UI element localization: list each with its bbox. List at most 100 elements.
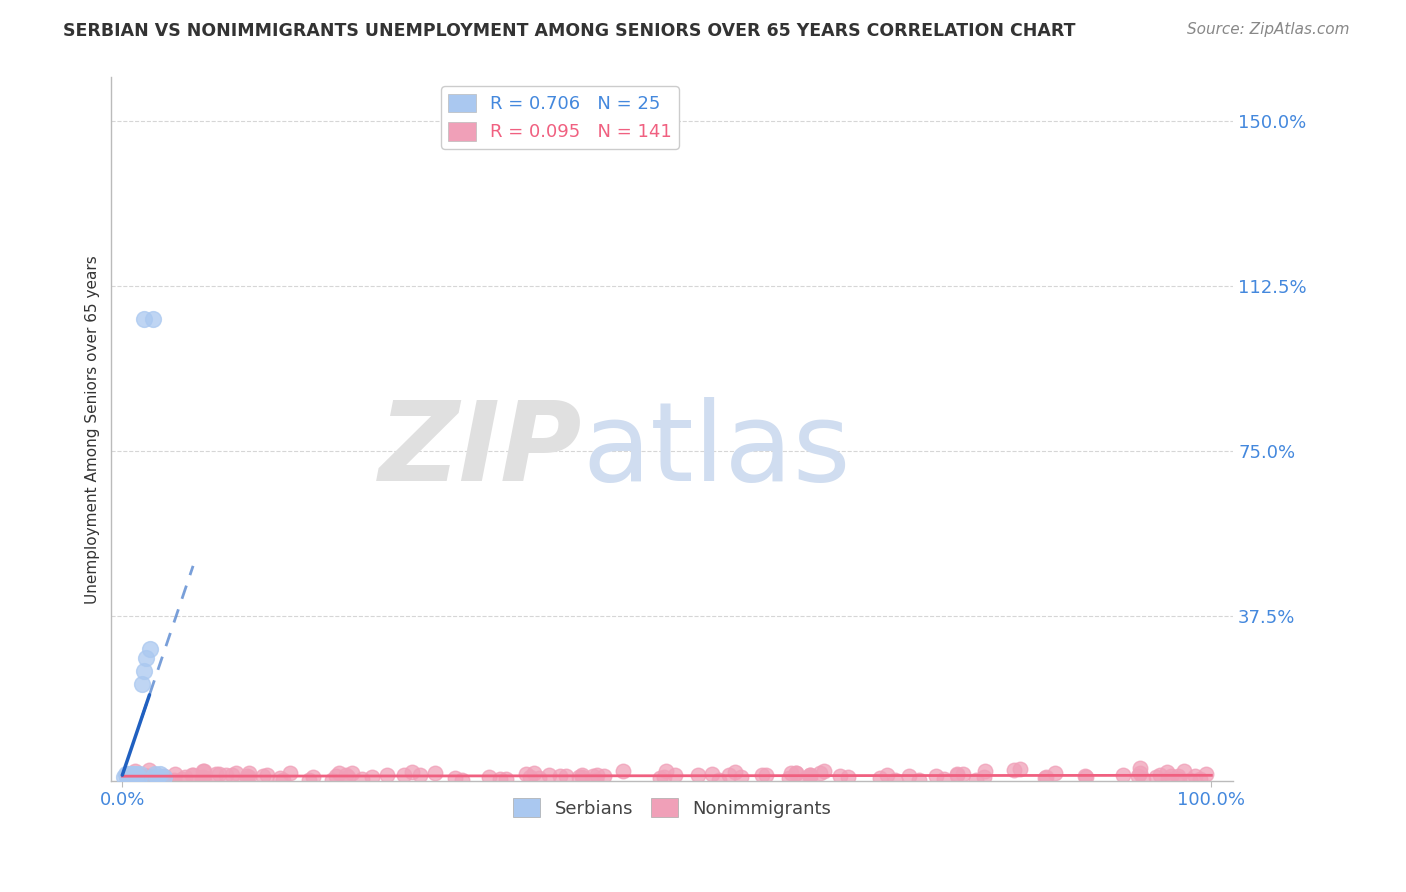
Point — [751, 767, 773, 781]
Point — [1073, 769, 1095, 783]
Point — [142, 772, 165, 787]
Point — [205, 767, 228, 781]
Point — [155, 772, 177, 786]
Point — [655, 764, 678, 779]
Point — [142, 770, 165, 784]
Y-axis label: Unemployment Among Seniors over 65 years: Unemployment Among Seniors over 65 years — [86, 255, 100, 604]
Point — [488, 772, 510, 787]
Point — [495, 772, 517, 786]
Point — [128, 767, 150, 781]
Point — [118, 770, 141, 784]
Point — [1160, 769, 1182, 783]
Point — [664, 768, 686, 782]
Point — [799, 770, 821, 784]
Point — [450, 772, 472, 787]
Point — [1173, 764, 1195, 778]
Point — [193, 764, 215, 779]
Point — [778, 771, 800, 785]
Point — [799, 767, 821, 781]
Point — [837, 770, 859, 784]
Point — [183, 768, 205, 782]
Point — [571, 770, 593, 784]
Point — [170, 772, 193, 786]
Point — [974, 764, 997, 779]
Point — [1167, 768, 1189, 782]
Point — [208, 766, 231, 780]
Point — [952, 767, 974, 781]
Point — [686, 768, 709, 782]
Point — [945, 767, 967, 781]
Point — [139, 771, 162, 785]
Point — [149, 767, 172, 781]
Point — [1156, 772, 1178, 786]
Point — [1146, 771, 1168, 785]
Point — [132, 312, 155, 326]
Point — [173, 771, 195, 785]
Point — [271, 772, 294, 787]
Point — [136, 769, 159, 783]
Point — [717, 768, 740, 782]
Point — [897, 769, 920, 783]
Point — [120, 770, 142, 784]
Point — [444, 771, 467, 785]
Point — [785, 766, 807, 780]
Point — [152, 770, 174, 784]
Point — [755, 768, 778, 782]
Point — [124, 764, 146, 778]
Point — [215, 768, 238, 782]
Point — [139, 772, 162, 787]
Point — [548, 769, 571, 783]
Point — [135, 651, 157, 665]
Text: atlas: atlas — [582, 397, 851, 504]
Point — [1074, 770, 1097, 784]
Point — [191, 770, 214, 784]
Point — [568, 770, 591, 784]
Point — [808, 765, 831, 780]
Point — [796, 771, 818, 785]
Point — [908, 772, 931, 787]
Point — [191, 764, 214, 778]
Point — [1129, 761, 1152, 775]
Point — [869, 771, 891, 785]
Point — [1195, 767, 1218, 781]
Point — [1149, 768, 1171, 782]
Point — [298, 772, 321, 787]
Point — [256, 767, 278, 781]
Point — [1008, 762, 1031, 776]
Point — [132, 664, 155, 678]
Point — [652, 770, 675, 784]
Point — [876, 768, 898, 782]
Point — [478, 770, 501, 784]
Point — [337, 770, 360, 784]
Point — [523, 765, 546, 780]
Point — [1035, 770, 1057, 784]
Point — [120, 770, 142, 784]
Point — [350, 772, 373, 787]
Point — [143, 767, 166, 781]
Point — [340, 765, 363, 780]
Point — [409, 767, 432, 781]
Point — [1002, 763, 1025, 777]
Point — [269, 772, 291, 786]
Point — [238, 766, 260, 780]
Point — [1178, 772, 1201, 787]
Point — [1112, 768, 1135, 782]
Point — [360, 770, 382, 784]
Point — [1033, 771, 1056, 785]
Point — [1167, 772, 1189, 786]
Point — [181, 767, 204, 781]
Point — [153, 768, 176, 782]
Point — [252, 769, 274, 783]
Point — [813, 764, 835, 778]
Point — [965, 772, 987, 787]
Point — [555, 769, 578, 783]
Point — [236, 769, 259, 783]
Point — [1189, 772, 1212, 786]
Point — [138, 642, 160, 657]
Point — [375, 768, 398, 782]
Point — [153, 772, 176, 787]
Point — [118, 767, 141, 781]
Point — [124, 767, 146, 781]
Point — [529, 771, 551, 785]
Point — [238, 770, 260, 784]
